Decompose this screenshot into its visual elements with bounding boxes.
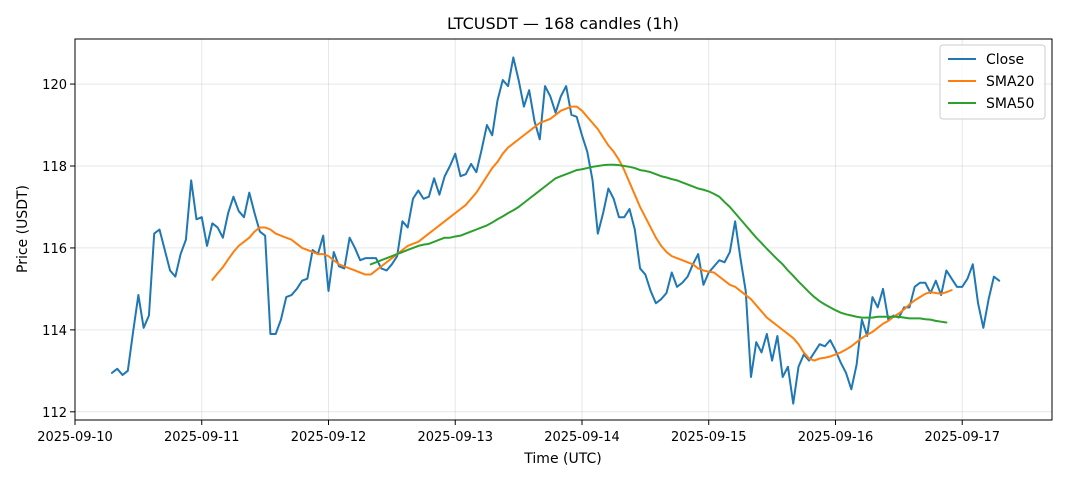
x-tick-label: 2025-09-16 bbox=[798, 430, 874, 445]
y-axis: 112 114 116 118 120 bbox=[42, 78, 75, 421]
chart-title: LTCUSDT — 168 candles (1h) bbox=[447, 14, 679, 33]
y-tick-label: 120 bbox=[42, 78, 67, 93]
x-tick-label: 2025-09-10 bbox=[37, 430, 113, 445]
y-axis-label: Price (USDT) bbox=[15, 185, 31, 273]
series-line-close bbox=[110, 56, 1001, 405]
x-tick-label: 2025-09-17 bbox=[924, 430, 1000, 445]
series-line-sma50 bbox=[369, 163, 948, 324]
series-layer bbox=[110, 56, 1001, 405]
legend-label: SMA50 bbox=[986, 96, 1034, 112]
x-axis: 2025-09-10 2025-09-11 2025-09-12 2025-09-13… bbox=[37, 420, 1000, 445]
legend-box bbox=[939, 44, 1046, 120]
y-tick-label: 118 bbox=[42, 160, 67, 175]
x-axis-label: Time (UTC) bbox=[523, 451, 601, 467]
y-tick-label: 112 bbox=[42, 406, 67, 421]
y-tick-label: 114 bbox=[42, 324, 67, 339]
x-tick-label: 2025-09-14 bbox=[544, 430, 620, 445]
series-line-sma20 bbox=[211, 105, 953, 362]
legend-label: SMA20 bbox=[986, 74, 1034, 90]
legend-label: Close bbox=[986, 52, 1024, 68]
x-tick-label: 2025-09-11 bbox=[164, 430, 240, 445]
plot-frame bbox=[74, 38, 1053, 421]
x-tick-label: 2025-09-15 bbox=[671, 430, 747, 445]
x-tick-label: 2025-09-12 bbox=[291, 430, 367, 445]
x-tick-label: 2025-09-13 bbox=[417, 430, 493, 445]
legend: Close SMA20 SMA50 bbox=[939, 44, 1046, 120]
y-tick-label: 116 bbox=[42, 242, 67, 257]
